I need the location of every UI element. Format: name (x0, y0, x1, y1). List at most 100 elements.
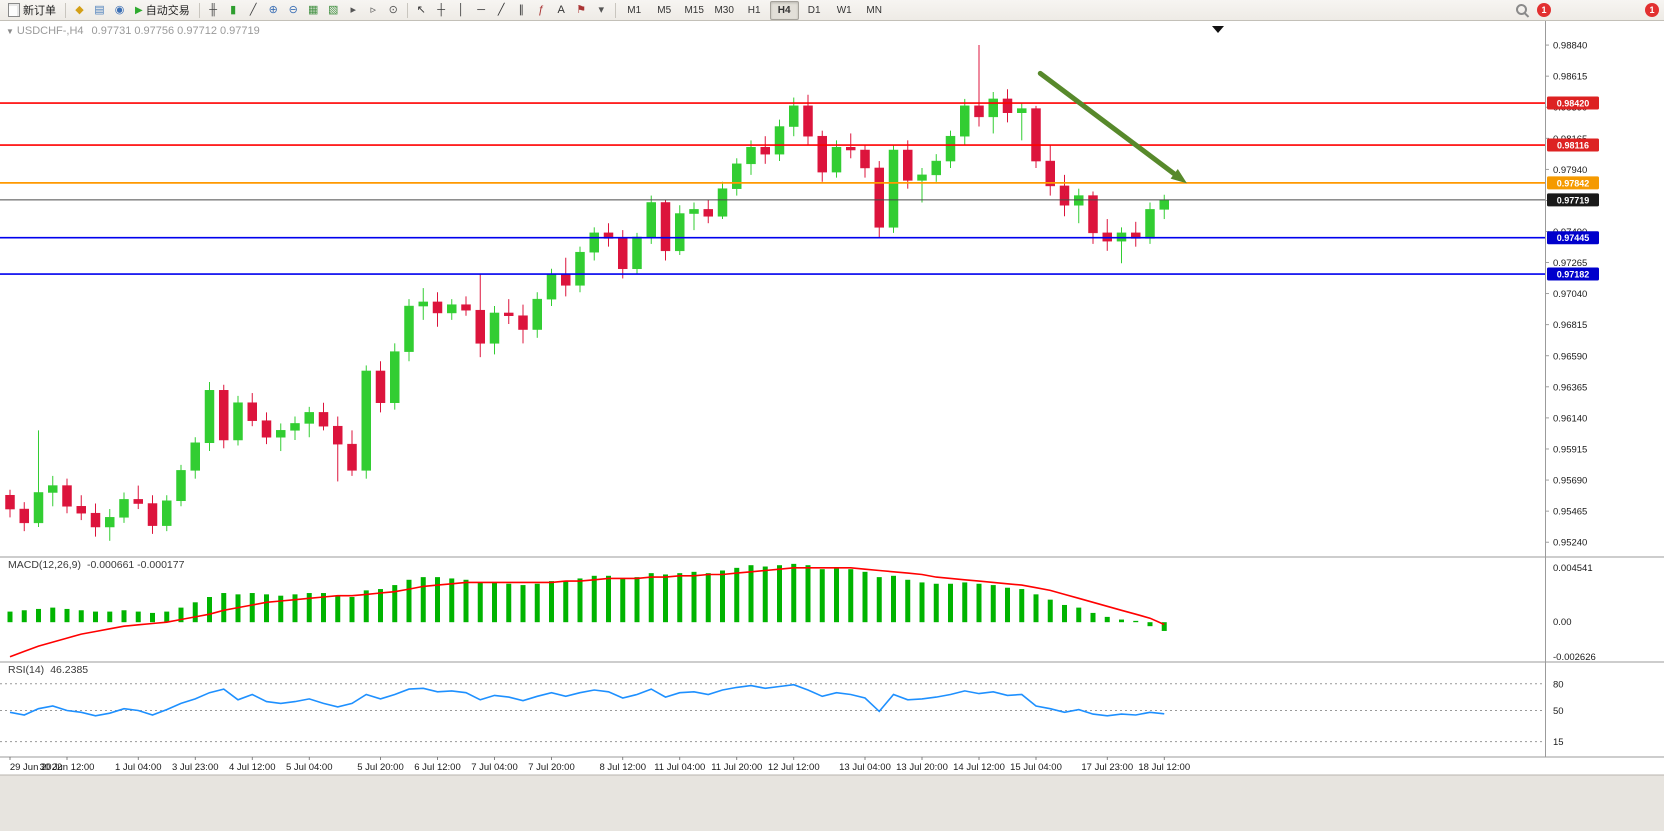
timeframe-button-H4[interactable]: H4 (769, 0, 799, 20)
svg-text:0.95240: 0.95240 (1553, 538, 1587, 549)
timeframe-button-M1[interactable]: M1 (627, 4, 642, 16)
svg-text:30 Jun 12:00: 30 Jun 12:00 (40, 762, 95, 773)
channel-icon[interactable]: ∥ (518, 3, 524, 16)
rsi-line (9, 683, 1165, 717)
svg-text:18 Jul 12:00: 18 Jul 12:00 (1138, 762, 1190, 773)
trendline-icon[interactable]: ╱ (497, 3, 505, 16)
vertical-line-icon[interactable]: │ (457, 3, 465, 16)
chart-shift-marker[interactable] (1212, 26, 1224, 33)
chart-collapse-icon[interactable]: ▼ (6, 27, 14, 36)
svg-text:17 Jul 23:00: 17 Jul 23:00 (1081, 762, 1133, 773)
cursor-icon[interactable]: ↖ (416, 3, 426, 16)
svg-text:0.96815: 0.96815 (1553, 320, 1587, 331)
horizontal-line-icon[interactable]: ─ (477, 3, 486, 16)
rsi-indicator-name: RSI(14) (8, 664, 45, 676)
toolbar-separator (614, 2, 616, 18)
svg-text:11 Jul 04:00: 11 Jul 04:00 (654, 762, 705, 773)
panel-dividers[interactable] (0, 20, 1664, 776)
macd-indicator-values: -0.000661 -0.000177 (86, 559, 185, 571)
horizontal-price-lines[interactable] (0, 102, 1545, 275)
timeframe-button-M15[interactable]: M15 (684, 4, 704, 16)
timeframe-button-M5[interactable]: M5 (657, 4, 672, 16)
svg-text:0.96365: 0.96365 (1553, 382, 1587, 393)
svg-text:0.97842: 0.97842 (1557, 178, 1590, 188)
svg-text:0.95690: 0.95690 (1553, 476, 1587, 487)
svg-text:15 Jul 04:00: 15 Jul 04:00 (1010, 762, 1062, 773)
notification-badge[interactable]: 1 (1645, 3, 1659, 17)
navigator-icon[interactable]: ◉ (114, 3, 125, 16)
text-icon[interactable]: A (557, 3, 565, 16)
market-watch-icon[interactable]: ◆ (75, 3, 84, 16)
svg-text:0.97265: 0.97265 (1553, 258, 1587, 269)
svg-text:8 Jul 12:00: 8 Jul 12:00 (600, 762, 646, 773)
timeframe-button-W1[interactable]: W1 (836, 4, 852, 16)
autotrading-label: 自动交易 (145, 5, 190, 17)
bottom-strip (0, 775, 1664, 831)
svg-text:0.96590: 0.96590 (1553, 351, 1587, 362)
svg-text:7 Jul 04:00: 7 Jul 04:00 (471, 762, 517, 773)
svg-text:4 Jul 12:00: 4 Jul 12:00 (229, 762, 275, 773)
svg-text:13 Jul 04:00: 13 Jul 04:00 (839, 762, 891, 773)
svg-text:0.96140: 0.96140 (1553, 413, 1587, 424)
svg-text:0.004541: 0.004541 (1553, 563, 1593, 574)
period-converter-icon[interactable]: ⊙ (388, 3, 398, 16)
svg-text:0.97719: 0.97719 (1557, 195, 1590, 205)
svg-text:80: 80 (1553, 679, 1564, 690)
svg-text:3 Jul 23:00: 3 Jul 23:00 (172, 762, 218, 773)
new-order-button[interactable]: 新订单 (3, 0, 61, 20)
price-badges: 0.98420 0.98116 0.97842 0.97719 0.97445 0.971… (1547, 96, 1599, 281)
line-chart-icon[interactable]: ╱ (249, 3, 257, 16)
svg-text:29 Jun 2022: 29 Jun 2022 (10, 762, 62, 773)
tile-windows-icon[interactable]: ▦ (308, 3, 319, 16)
toolbar-separator (406, 2, 408, 18)
svg-text:0.97445: 0.97445 (1557, 233, 1590, 243)
zoom-out-icon[interactable]: ⊖ (288, 3, 298, 16)
timeframe-button-D1[interactable]: D1 (807, 4, 821, 16)
svg-text:6 Jul 12:00: 6 Jul 12:00 (414, 762, 460, 773)
toolbar-right-area: 1 1 (1515, 3, 1661, 17)
notification-badge[interactable]: 1 (1537, 3, 1551, 17)
label-icon[interactable]: ⚑ (576, 3, 587, 16)
svg-text:15: 15 (1553, 737, 1564, 748)
svg-text:0.95465: 0.95465 (1553, 507, 1587, 518)
shapes-dropdown-icon[interactable]: ▾ (598, 3, 604, 16)
svg-text:5 Jul 20:00: 5 Jul 20:00 (357, 762, 403, 773)
data-window-icon[interactable]: ▤ (94, 3, 105, 16)
chart-header: ▼ USDCHF-,H4 0.97731 0.97756 0.97712 0.977… (6, 25, 260, 37)
svg-text:0.00: 0.00 (1553, 617, 1572, 628)
crosshair-icon[interactable]: ┼ (437, 3, 446, 16)
new-order-icon (8, 3, 20, 17)
macd-scale: 0.004541 0.00 -0.002626 (1553, 563, 1596, 663)
svg-text:7 Jul 20:00: 7 Jul 20:00 (528, 762, 574, 773)
candlestick-icon[interactable]: ▮ (230, 3, 237, 16)
trend-arrow-annotation[interactable] (1037, 70, 1187, 184)
chart-ohlc-values: 0.97731 0.97756 0.97712 0.97719 (91, 25, 260, 37)
timeframe-button-H1[interactable]: H1 (747, 4, 761, 16)
fibonacci-icon[interactable]: ƒ (538, 3, 545, 16)
timeframe-button-MN[interactable]: MN (866, 4, 882, 16)
search-icon[interactable] (1515, 3, 1529, 17)
svg-text:13 Jul 20:00: 13 Jul 20:00 (896, 762, 948, 773)
rsi-panel-label: RSI(14) 46.2385 (8, 664, 88, 676)
macd-indicator-name: MACD(12,26,9) (8, 559, 81, 571)
chart-shift-icon[interactable]: ▹ (370, 3, 376, 16)
auto-scroll-icon[interactable]: ▸ (350, 3, 356, 16)
bar-chart-icon[interactable]: ╫ (209, 3, 218, 16)
new-chart-icon[interactable]: ▧ (328, 3, 339, 16)
svg-text:0.98840: 0.98840 (1553, 41, 1587, 52)
toolbar-separator (198, 2, 200, 18)
zoom-in-icon[interactable]: ⊕ (268, 3, 278, 16)
svg-text:11 Jul 20:00: 11 Jul 20:00 (711, 762, 762, 773)
autotrading-button[interactable]: ▶ 自动交易 (130, 0, 195, 20)
svg-text:1 Jul 04:00: 1 Jul 04:00 (115, 762, 161, 773)
candles (5, 45, 1169, 541)
toolbar-separator (65, 2, 66, 18)
rsi-indicator-value: 46.2385 (50, 664, 89, 676)
svg-text:14 Jul 12:00: 14 Jul 12:00 (953, 762, 1005, 773)
svg-text:0.98420: 0.98420 (1557, 99, 1590, 109)
timeframe-button-M30[interactable]: M30 (714, 4, 734, 16)
svg-text:0.97940: 0.97940 (1553, 165, 1587, 176)
